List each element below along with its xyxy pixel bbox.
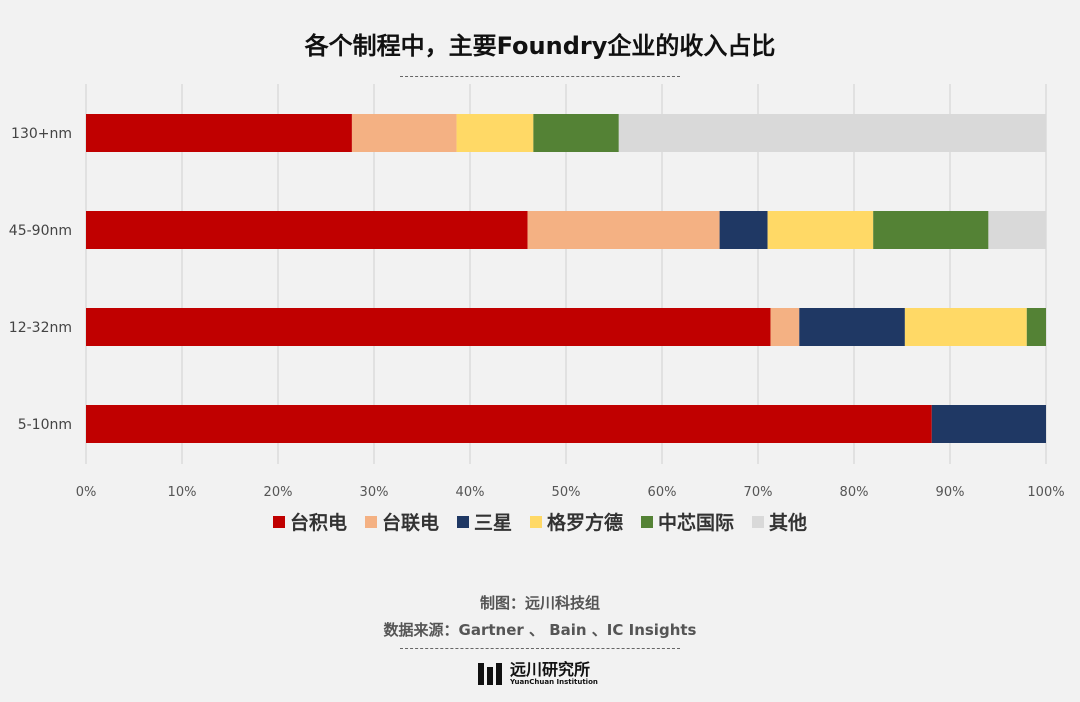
bar-segment: [873, 211, 989, 249]
x-tick-label: 50%: [552, 485, 581, 500]
x-tick-label: 10%: [168, 485, 197, 500]
bar-segment: [931, 405, 1046, 443]
bar-segment: [527, 211, 720, 249]
category-label: 12-32nm: [9, 320, 72, 336]
legend-label: 中芯国际: [658, 512, 735, 534]
bar-segment: [86, 405, 932, 443]
x-tick-label: 20%: [264, 485, 293, 500]
x-tick-label: 30%: [360, 485, 389, 500]
x-tick-label: 40%: [456, 485, 485, 500]
footer-divider: [400, 648, 680, 649]
legend-item: 台积电: [272, 508, 347, 535]
legend-item: 三星: [456, 508, 512, 535]
logo-name-en: YuanChuan Institution: [510, 678, 598, 686]
legend-swatch: [752, 515, 765, 528]
legend-swatch: [641, 515, 654, 528]
legend-label: 格罗方德: [547, 512, 624, 534]
bar-segment: [904, 308, 1027, 346]
bar-segment: [719, 211, 768, 249]
bar-segment: [799, 308, 905, 346]
bar-segment: [618, 114, 1046, 152]
x-tick-label: 70%: [744, 485, 773, 500]
legend-item: 格罗方德: [530, 508, 623, 535]
legend-item: 其他: [752, 508, 807, 535]
chart-title: 各个制程中，主要Foundry企业的收入占比: [304, 32, 776, 60]
legend-item: 台联电: [364, 508, 439, 535]
legend-label: 台积电: [289, 512, 347, 534]
bar-segment: [351, 114, 457, 152]
x-tick-label: 90%: [936, 485, 965, 500]
legend-item: 中芯国际: [641, 508, 734, 535]
x-tick-label: 0%: [76, 485, 97, 500]
legend-label: 台联电: [381, 512, 439, 534]
x-tick-label: 60%: [648, 485, 677, 500]
bar-segment: [86, 114, 352, 152]
chart-plot: 0% 10% 20% 30% 40% 50% 60% 70% 80% 90% 100% 130+nm 4…: [9, 84, 1065, 500]
category-label: 5-10nm: [18, 417, 72, 433]
source-text: 数据来源：Gartner 、 Bain 、IC Insights: [383, 621, 697, 639]
logo-name-zh: 远川研究所: [510, 660, 591, 679]
bar-segment: [456, 114, 534, 152]
credit-text: 制图：远川科技组: [479, 594, 600, 612]
legend-swatch: [272, 515, 285, 528]
bar-segment: [767, 211, 874, 249]
category-label: 45-90nm: [9, 223, 72, 239]
chart-legend: 台积电 台联电 三星 格罗方德 中芯国际 其他: [0, 508, 1080, 535]
bar-segment: [86, 308, 771, 346]
legend-swatch: [364, 515, 377, 528]
title-divider: [400, 76, 680, 77]
logo-mark-icon: [478, 662, 502, 685]
bar-segment: [988, 211, 1046, 249]
bar-segment: [1026, 308, 1046, 346]
category-label: 130+nm: [11, 126, 72, 142]
bar-segment: [533, 114, 619, 152]
bar-segment: [86, 211, 528, 249]
legend-swatch: [530, 515, 542, 528]
yuanchuan-logo: 远川研究所 YuanChuan Institution: [478, 661, 598, 686]
legend-label: 三星: [473, 512, 512, 534]
legend-swatch: [456, 515, 469, 528]
x-tick-label: 80%: [840, 485, 869, 500]
bar-segment: [770, 308, 800, 346]
x-tick-label: 100%: [1027, 485, 1064, 500]
legend-label: 其他: [769, 512, 808, 534]
